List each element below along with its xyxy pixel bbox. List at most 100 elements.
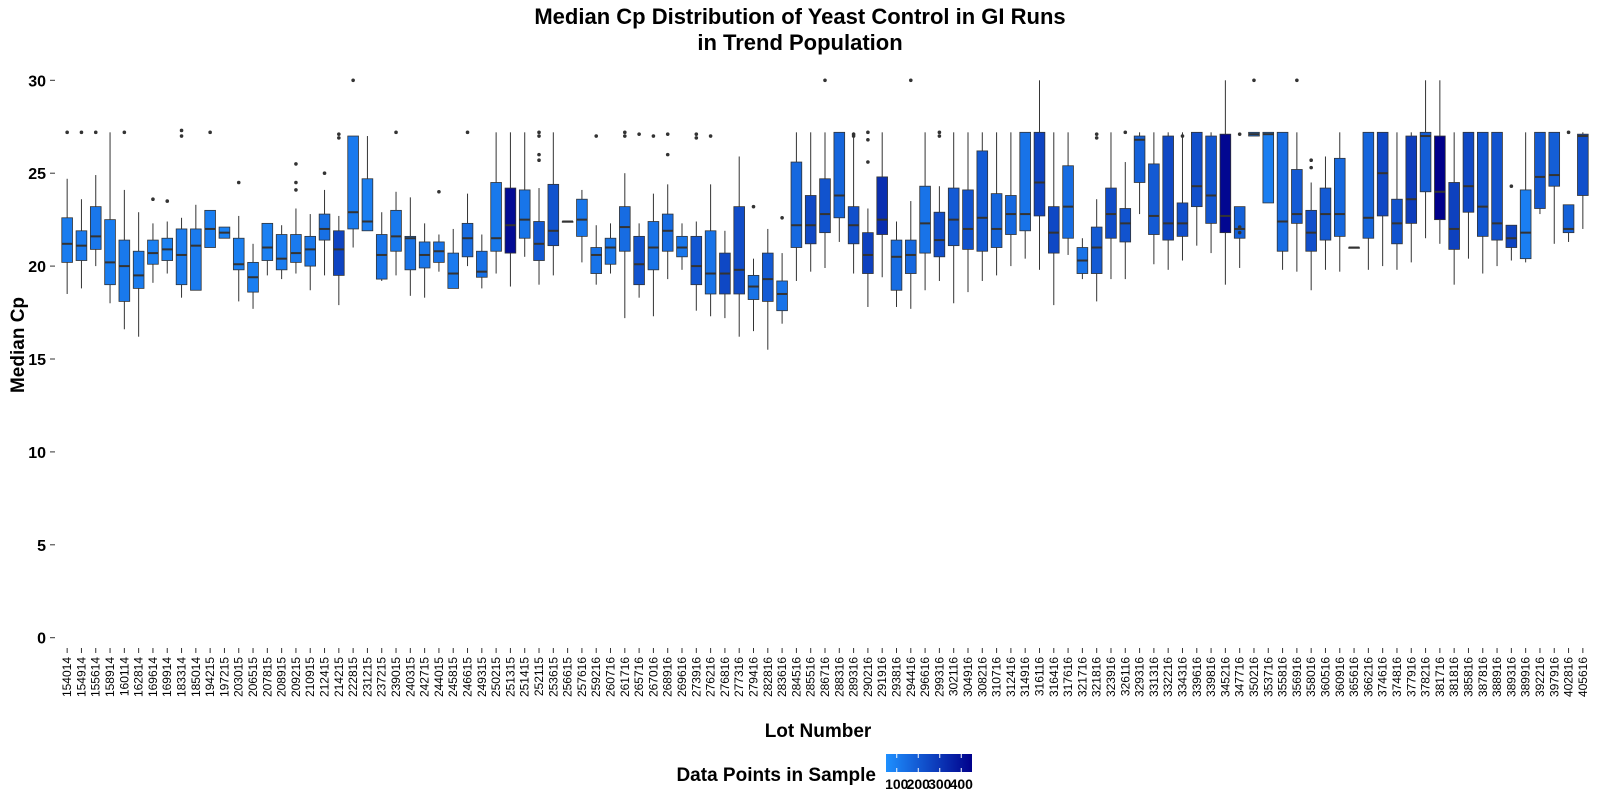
box-body (1548, 131, 1561, 187)
x-axis-title: Lot Number (765, 721, 872, 742)
outlier-point (751, 204, 756, 209)
y-tick-label: 30 (28, 73, 46, 90)
box-366216 (1362, 131, 1375, 270)
box-body (647, 221, 660, 271)
outlier-point (1094, 132, 1099, 136)
outlier-point (179, 128, 184, 133)
x-tick-label: 405616 (1576, 657, 1590, 697)
box-body (619, 206, 631, 252)
x-tick-label: 316416 (1047, 657, 1061, 697)
x-tick-label: 162814 (132, 657, 146, 697)
box-392216 (1534, 131, 1546, 215)
box-194215 (204, 130, 216, 248)
x-tick-label: 185014 (189, 657, 203, 697)
box-body (1505, 224, 1518, 248)
box-252115 (533, 130, 545, 285)
box-250215 (490, 132, 502, 274)
box-321716 (1076, 238, 1089, 280)
x-tick-label: 268916 (661, 657, 675, 697)
x-tick-label: 347716 (1233, 657, 1247, 697)
x-tick-label: 237215 (375, 657, 389, 697)
outlier-point (708, 134, 713, 138)
box-405616 (1577, 132, 1589, 229)
box-381816 (1448, 132, 1460, 285)
outlier-point (394, 130, 398, 135)
box-242715 (418, 223, 431, 298)
x-tick-label: 323916 (1104, 657, 1118, 697)
x-tick-label: 339616 (1190, 657, 1204, 697)
box-212415 (318, 171, 331, 276)
box-385816 (1462, 131, 1475, 259)
box-358016 (1305, 158, 1317, 291)
x-tick-label: 284516 (789, 657, 803, 697)
outlier-point (665, 132, 670, 136)
box-283616 (776, 215, 788, 324)
x-tick-label: 245815 (446, 657, 460, 697)
x-tick-label: 296616 (918, 657, 932, 697)
box-body (1491, 131, 1503, 241)
box-331316 (1148, 132, 1160, 265)
outlier-point (93, 130, 98, 135)
box-334316 (1176, 132, 1189, 261)
box-355816 (1276, 131, 1289, 270)
outlier-point (236, 180, 241, 185)
box-body (590, 247, 602, 274)
box-169914 (161, 199, 174, 274)
x-tick-label: 290216 (861, 657, 875, 697)
outlier-point (1094, 136, 1099, 140)
box-299316 (933, 130, 946, 281)
outlier-point (623, 134, 627, 138)
box-body (1233, 206, 1246, 239)
x-tick-label: 285516 (804, 657, 818, 697)
x-tick-label: 267016 (646, 657, 660, 697)
outlier-point (866, 130, 870, 135)
box-208915 (275, 225, 288, 280)
box-body (1148, 163, 1160, 235)
box-body (1519, 189, 1532, 260)
box-312416 (1005, 132, 1017, 267)
legend-colorbar (886, 754, 972, 772)
box-308216 (976, 132, 989, 281)
y-tick-label: 10 (28, 445, 46, 462)
x-tick-label: 360916 (1333, 657, 1347, 697)
x-tick-label: 378216 (1419, 657, 1433, 697)
box-310716 (990, 132, 1003, 276)
legend-tick-label: 300 (928, 776, 952, 792)
box-251315 (504, 132, 517, 287)
x-tick-label: 160114 (117, 657, 131, 696)
box-339616 (1191, 131, 1203, 246)
box-326116 (1119, 130, 1132, 280)
outlier-point (179, 134, 184, 138)
x-tick-label: 276816 (718, 657, 732, 697)
outlier-point (1509, 184, 1514, 189)
outlier-point (208, 130, 212, 135)
outlier-point (1123, 130, 1128, 135)
box-body (933, 211, 946, 258)
x-tick-label: 389916 (1519, 657, 1533, 697)
box-body (890, 239, 903, 291)
x-tick-label: 206515 (246, 657, 260, 697)
box-269616 (676, 223, 688, 270)
x-tick-label: 332216 (1161, 657, 1175, 697)
x-tick-label: 339816 (1204, 657, 1218, 697)
x-tick-label: 392216 (1533, 657, 1547, 697)
x-tick-label: 312416 (1004, 657, 1018, 697)
box-body (1362, 131, 1375, 239)
box-387816 (1476, 131, 1489, 274)
x-tick-label: 316116 (1032, 657, 1046, 696)
outlier-point (337, 136, 341, 140)
box-279416 (747, 204, 760, 332)
box-body (104, 219, 116, 286)
box-body (1334, 157, 1346, 237)
chart-title: Median Cp Distribution of Yeast Control … (534, 4, 1065, 29)
box-251415 (518, 132, 531, 257)
box-body (290, 234, 302, 263)
box-body (1391, 198, 1403, 245)
x-tick-label: 183314 (175, 657, 189, 697)
x-tick-label: 239015 (389, 657, 403, 697)
box-body (375, 234, 388, 280)
box-214215 (333, 132, 345, 306)
box-body (504, 187, 517, 254)
box-body (1276, 131, 1289, 252)
